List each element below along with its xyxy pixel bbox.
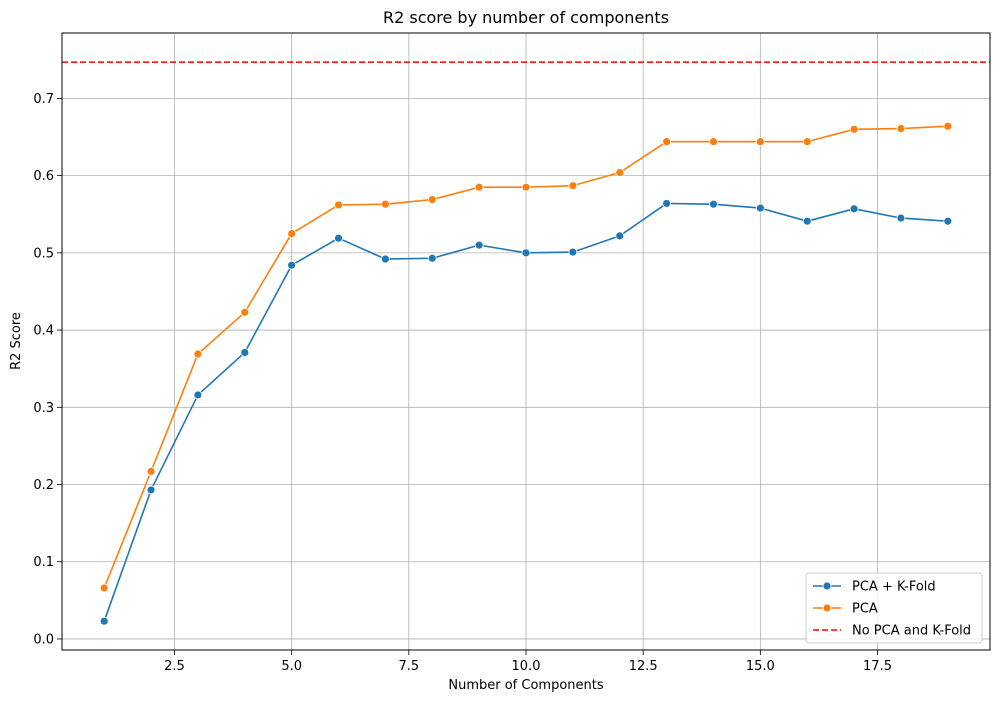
data-point-pca-k-fold bbox=[709, 199, 718, 209]
data-point-pca-k-fold bbox=[568, 247, 578, 257]
data-point-pca bbox=[615, 168, 625, 177]
y-tick-label: 0.4 bbox=[33, 324, 54, 339]
data-point-pca bbox=[380, 199, 390, 209]
axis-ticks: 2.5 5.0 7.5 10.0 12.5 15.0 17.5 0.0 0.1 0.2 0.3 0.4… bbox=[33, 92, 892, 674]
data-point-pca-k-fold bbox=[755, 203, 765, 213]
legend-marker-pca bbox=[822, 603, 832, 613]
y-tick-label: 0.6 bbox=[33, 169, 54, 184]
data-point-pca-k-fold bbox=[849, 204, 859, 214]
data-point-pca-k-fold bbox=[287, 260, 297, 270]
data-point-pca bbox=[709, 137, 718, 147]
x-tick-label: 2.5 bbox=[164, 659, 185, 674]
legend: PCA + K-Fold PCA No PCA and K-Fold bbox=[805, 572, 983, 644]
data-point-pca-k-fold bbox=[240, 348, 250, 357]
y-axis-title: R2 Score bbox=[9, 312, 24, 370]
data-point-pca bbox=[474, 182, 484, 192]
x-tick-label: 5.0 bbox=[281, 659, 302, 674]
data-point-pca bbox=[568, 181, 578, 191]
data-point-pca bbox=[146, 466, 156, 476]
data-point-pca bbox=[849, 124, 859, 134]
data-point-pca bbox=[99, 583, 109, 593]
data-point-pca-k-fold bbox=[896, 213, 906, 223]
data-point-pca-k-fold bbox=[193, 390, 203, 400]
legend-marker-pca-k-fold bbox=[822, 581, 832, 591]
y-tick-label: 0.2 bbox=[33, 478, 54, 493]
legend-label-pca-k-fold: PCA + K-Fold bbox=[852, 580, 936, 595]
x-tick-label: 10.0 bbox=[512, 659, 541, 674]
y-tick-label: 0.3 bbox=[33, 401, 54, 416]
data-point-pca-k-fold bbox=[146, 485, 156, 495]
data-point-pca bbox=[943, 121, 953, 131]
data-point-pca bbox=[755, 137, 765, 147]
grid bbox=[62, 33, 990, 650]
data-point-pca-k-fold bbox=[802, 216, 812, 226]
data-point-pca-k-fold bbox=[427, 253, 437, 263]
x-tick-label: 7.5 bbox=[398, 659, 419, 674]
x-tick-label: 12.5 bbox=[629, 659, 658, 674]
data-point-pca-k-fold bbox=[474, 240, 484, 250]
y-tick-label: 0.0 bbox=[33, 632, 54, 647]
data-point-pca bbox=[334, 200, 343, 210]
data-point-pca-k-fold bbox=[521, 248, 531, 258]
data-point-pca-k-fold bbox=[615, 231, 625, 241]
x-tick-label: 15.0 bbox=[746, 659, 775, 674]
data-point-pca bbox=[802, 137, 812, 147]
data-point-pca bbox=[240, 307, 250, 317]
data-point-pca-k-fold bbox=[662, 199, 672, 208]
y-tick-label: 0.1 bbox=[33, 555, 54, 570]
chart-title: R2 score by number of components bbox=[383, 8, 669, 27]
plot-series bbox=[62, 61, 990, 626]
data-point-pca-k-fold bbox=[99, 616, 109, 626]
data-point-pca bbox=[287, 229, 297, 238]
y-tick-label: 0.5 bbox=[33, 246, 54, 261]
legend-box bbox=[805, 572, 983, 644]
x-axis-title: Number of Components bbox=[448, 678, 603, 693]
y-tick-label: 0.7 bbox=[33, 92, 54, 107]
data-point-pca bbox=[662, 137, 672, 147]
x-tick-label: 17.5 bbox=[863, 659, 892, 674]
legend-label-pca: PCA bbox=[852, 602, 878, 617]
data-point-pca-k-fold bbox=[334, 233, 343, 243]
data-point-pca bbox=[896, 124, 906, 133]
data-point-pca bbox=[521, 182, 531, 192]
data-point-pca-k-fold bbox=[943, 216, 953, 226]
data-point-pca bbox=[193, 349, 203, 359]
data-point-pca-k-fold bbox=[380, 254, 390, 264]
data-point-pca bbox=[427, 195, 437, 204]
legend-label-no-pca-and-k-fold: No PCA and K-Fold bbox=[852, 624, 971, 639]
